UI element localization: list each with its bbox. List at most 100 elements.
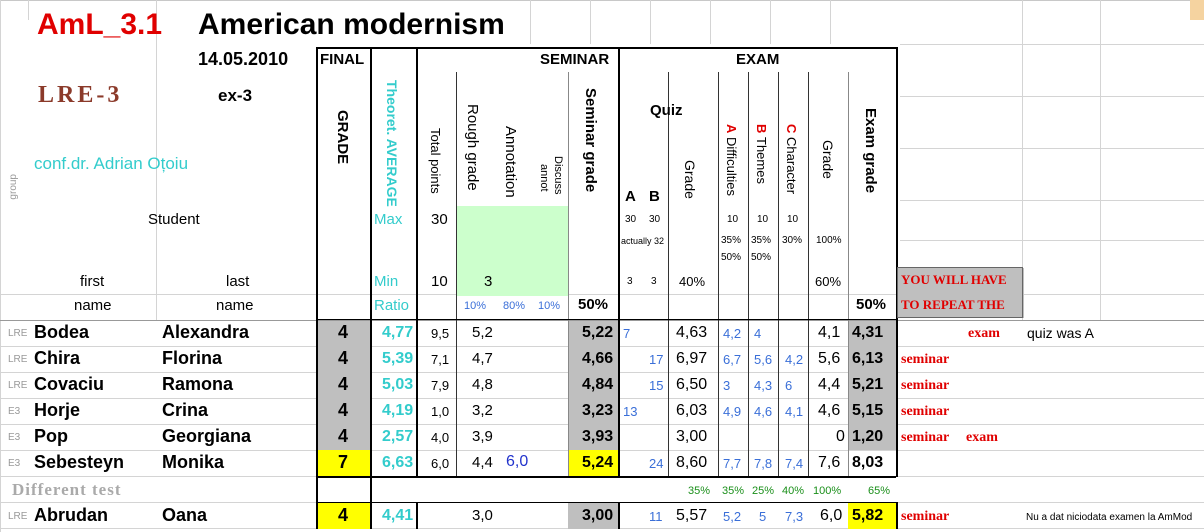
row-group: LRE bbox=[8, 354, 28, 365]
row-first-name[interactable]: Abrudan bbox=[34, 505, 108, 525]
row-quiz-grade[interactable]: 8,60 bbox=[676, 454, 708, 471]
row-total-points[interactable]: 7,1 bbox=[431, 352, 450, 367]
row-quiz-a[interactable]: 7 bbox=[623, 326, 631, 341]
row-themes[interactable]: 4,3 bbox=[754, 378, 773, 393]
row-last-name[interactable]: Florina bbox=[162, 348, 223, 368]
row-annotation[interactable]: 6,0 bbox=[506, 453, 529, 470]
row-exam-grade[interactable]: 5,82 bbox=[852, 507, 884, 524]
row-difficulties[interactable]: 7,7 bbox=[723, 456, 742, 471]
row-rough-grade[interactable]: 4,8 bbox=[472, 376, 493, 393]
row-exam-grade[interactable]: 1,20 bbox=[852, 428, 884, 445]
exam-date: 14.05.2010 bbox=[198, 49, 289, 69]
row-average[interactable]: 4,77 bbox=[382, 324, 414, 341]
row-exam-sub-grade[interactable]: 4,6 bbox=[818, 402, 841, 419]
row-final-grade[interactable]: 4 bbox=[338, 505, 349, 525]
row-rough-grade[interactable]: 5,2 bbox=[472, 324, 493, 341]
row-average[interactable]: 5,03 bbox=[382, 376, 414, 393]
row-character[interactable]: 4,1 bbox=[785, 404, 804, 419]
row-seminar-grade[interactable]: 5,22 bbox=[582, 324, 614, 341]
row-quiz-b[interactable]: 15 bbox=[649, 378, 664, 393]
row-average[interactable]: 5,39 bbox=[382, 350, 414, 367]
row-seminar-grade[interactable]: 3,93 bbox=[582, 428, 614, 445]
row-total-points[interactable]: 1,0 bbox=[431, 404, 450, 419]
row-seminar-grade[interactable]: 3,00 bbox=[582, 507, 614, 524]
row-quiz-grade[interactable]: 4,63 bbox=[676, 324, 708, 341]
themes-pct: 35% bbox=[751, 235, 772, 246]
row-themes[interactable]: 5,6 bbox=[754, 352, 773, 367]
row-note[interactable]: quiz was A bbox=[1027, 325, 1094, 341]
row-difficulties[interactable]: 6,7 bbox=[723, 352, 742, 367]
row-rough-grade[interactable]: 4,4 bbox=[472, 454, 493, 471]
row-exam-sub-grade[interactable]: 0 bbox=[836, 428, 845, 445]
row-note[interactable]: Nu a dat niciodata examen la AmMod bbox=[1026, 512, 1193, 523]
row-themes[interactable]: 4 bbox=[754, 326, 762, 341]
row-char[interactable]: 7,3 bbox=[785, 509, 804, 524]
row-exam-grade[interactable]: 5,21 bbox=[852, 376, 884, 393]
row-quiz-grade[interactable]: 3,00 bbox=[676, 428, 708, 445]
row-quiz-b[interactable]: 11 bbox=[649, 509, 663, 524]
row-exam-sub-grade[interactable]: 4,1 bbox=[818, 324, 841, 341]
row-quiz-grade[interactable]: 6,97 bbox=[676, 350, 708, 367]
row-exam-grade[interactable]: 6,13 bbox=[852, 350, 884, 367]
row-exam-grade[interactable]: 4,31 bbox=[852, 324, 884, 341]
row-average[interactable]: 6,63 bbox=[382, 454, 414, 471]
row-average[interactable]: 4,41 bbox=[382, 507, 414, 524]
row-final-grade[interactable]: 4 bbox=[338, 322, 349, 342]
row-final-grade[interactable]: 4 bbox=[338, 374, 349, 394]
row-first-name[interactable]: Pop bbox=[34, 426, 68, 446]
sheet-title: American modernism bbox=[198, 8, 505, 41]
row-last-name[interactable]: Ramona bbox=[162, 374, 234, 394]
row-exam-grade[interactable]: 5,15 bbox=[852, 402, 884, 419]
row-seminar-grade[interactable]: 5,24 bbox=[582, 454, 614, 471]
row-character[interactable]: 7,4 bbox=[785, 456, 804, 471]
row-rough-grade[interactable]: 3,9 bbox=[472, 428, 493, 445]
row-difficulties[interactable]: 4,9 bbox=[723, 404, 742, 419]
row-quiz-a[interactable]: 13 bbox=[623, 404, 638, 419]
row-rough-grade[interactable]: 3,2 bbox=[472, 402, 493, 419]
row-character[interactable]: 4,2 bbox=[785, 352, 804, 367]
row-seminar-grade[interactable]: 4,66 bbox=[582, 350, 614, 367]
row-seminar-grade[interactable]: 3,23 bbox=[582, 402, 614, 419]
row-first-name[interactable]: Horje bbox=[34, 400, 81, 420]
row-first-name[interactable]: Sebesteyn bbox=[34, 452, 125, 472]
row-last-name[interactable]: Alexandra bbox=[162, 322, 250, 342]
row-rough[interactable]: 3,0 bbox=[472, 507, 493, 524]
row-quiz-b[interactable]: 17 bbox=[649, 352, 664, 367]
row-rough-grade[interactable]: 4,7 bbox=[472, 350, 493, 367]
row-exam-sub-grade[interactable]: 4,4 bbox=[818, 376, 841, 393]
row-final-grade[interactable]: 4 bbox=[338, 426, 349, 446]
row-first-name[interactable]: Chira bbox=[34, 348, 81, 368]
row-exam-sub-grade[interactable]: 7,6 bbox=[818, 454, 841, 471]
row-difficulties[interactable]: 4,2 bbox=[723, 326, 742, 341]
row-total-points[interactable]: 7,9 bbox=[431, 378, 450, 393]
row-character[interactable]: 6 bbox=[785, 378, 793, 393]
row-first-name[interactable]: Bodea bbox=[34, 322, 90, 342]
row-average[interactable]: 4,19 bbox=[382, 402, 414, 419]
row-themes[interactable]: 7,8 bbox=[754, 456, 773, 471]
row-diff[interactable]: 5,2 bbox=[723, 509, 742, 524]
row-last-name[interactable]: Monika bbox=[162, 452, 225, 472]
row-first-name[interactable]: Covaciu bbox=[34, 374, 105, 394]
row-exam-sub-grade[interactable]: 6,0 bbox=[820, 507, 843, 524]
row-exam-sub-grade[interactable]: 5,6 bbox=[818, 350, 841, 367]
row-quiz-grade[interactable]: 5,57 bbox=[676, 507, 708, 524]
row-total-points[interactable]: 4,0 bbox=[431, 430, 450, 445]
row-final-grade[interactable]: 4 bbox=[338, 400, 349, 420]
row-seminar-grade[interactable]: 4,84 bbox=[582, 376, 614, 393]
row-exam-grade[interactable]: 8,03 bbox=[852, 454, 884, 471]
row-quiz-b[interactable]: 24 bbox=[649, 456, 664, 471]
row-last-name[interactable]: Crina bbox=[162, 400, 209, 420]
row-themes[interactable]: 4,6 bbox=[754, 404, 773, 419]
row-average[interactable]: 2,57 bbox=[382, 428, 414, 445]
row-quiz-grade[interactable]: 6,03 bbox=[676, 402, 708, 419]
row-last-name[interactable]: Oana bbox=[162, 505, 208, 525]
row-total-points[interactable]: 6,0 bbox=[431, 456, 450, 471]
row-last-name[interactable]: Georgiana bbox=[162, 426, 252, 446]
row-themes[interactable]: 5 bbox=[759, 509, 767, 524]
row-final-grade[interactable]: 7 bbox=[338, 452, 349, 472]
row-total-points[interactable]: 9,5 bbox=[431, 326, 450, 341]
row-difficulties[interactable]: 3 bbox=[723, 378, 731, 393]
row-quiz-grade[interactable]: 6,50 bbox=[676, 376, 708, 393]
difficulties-header: A Difficulties bbox=[724, 124, 739, 197]
row-final-grade[interactable]: 4 bbox=[338, 348, 349, 368]
